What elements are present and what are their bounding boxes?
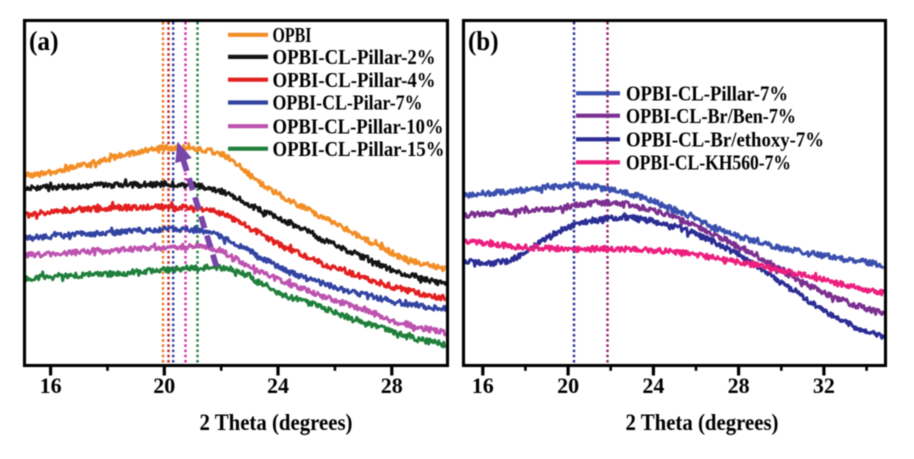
svg-text:16: 16 [472,373,494,398]
svg-text:28: 28 [381,373,403,398]
svg-text:2 Theta (degrees): 2 Theta (degrees) [626,410,779,435]
svg-text:2 Theta (degrees): 2 Theta (degrees) [200,410,353,435]
svg-text:16: 16 [40,373,62,398]
svg-text:OPBI-CL-Pilar-7%: OPBI-CL-Pilar-7% [273,91,423,115]
svg-text:20: 20 [557,373,579,398]
svg-text:24: 24 [267,373,289,398]
svg-text:24: 24 [642,373,664,398]
svg-text:OPBI-CL-Pillar-4%: OPBI-CL-Pillar-4% [273,68,436,92]
svg-text:OPBI-CL-Br/Ben-7%: OPBI-CL-Br/Ben-7% [626,104,796,128]
svg-text:OPBI-CL-Pillar-10%: OPBI-CL-Pillar-10% [273,114,444,138]
svg-text:OPBI: OPBI [273,23,312,47]
svg-text:32: 32 [813,373,835,398]
svg-text:OPBI-CL-Pillar-2%: OPBI-CL-Pillar-2% [273,45,436,69]
svg-text:OPBI-CL-Br/ethoxy-7%: OPBI-CL-Br/ethoxy-7% [626,128,824,152]
svg-text:OPBI-CL-Pillar-7%: OPBI-CL-Pillar-7% [626,82,788,106]
svg-text:(a): (a) [29,26,59,56]
svg-text:(b): (b) [468,26,499,56]
svg-text:20: 20 [153,373,175,398]
svg-text:28: 28 [728,373,750,398]
svg-text:OPBI-CL-KH560-7%: OPBI-CL-KH560-7% [626,151,791,175]
svg-text:OPBI-CL-Pillar-15%: OPBI-CL-Pillar-15% [273,137,445,161]
